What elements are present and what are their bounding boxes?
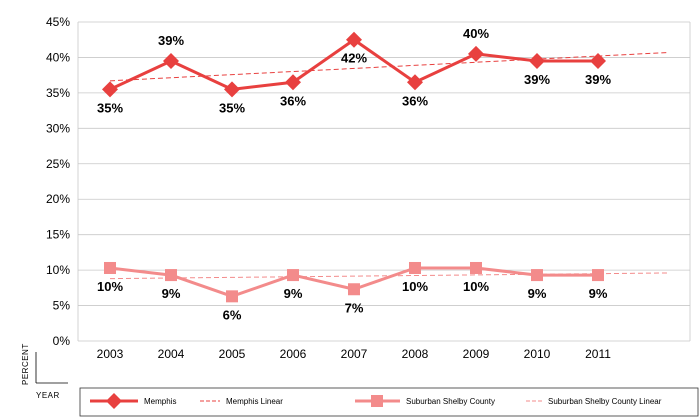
- legend-suburban-label: Suburban Shelby County: [406, 397, 495, 406]
- data-label-suburban: 10%: [463, 279, 489, 294]
- y-tick-label: 0%: [53, 334, 71, 348]
- data-label-memphis: 42%: [341, 51, 367, 66]
- legend-memphis-diamond-icon: [106, 393, 122, 409]
- data-label-memphis: 35%: [219, 100, 245, 115]
- x-tick-label: 2007: [341, 347, 368, 361]
- y-tick-label: 15%: [46, 228, 70, 242]
- x-tick-label: 2005: [219, 347, 246, 361]
- data-label-memphis: 39%: [585, 72, 611, 87]
- x-tick-label: 2006: [280, 347, 307, 361]
- y-axis-title: PERCENT: [21, 343, 30, 385]
- data-label-suburban: 10%: [97, 279, 123, 294]
- legend-memphis-linear-label: Memphis Linear: [226, 397, 283, 406]
- data-label-memphis: 39%: [158, 33, 184, 48]
- marker-suburban: [531, 269, 543, 282]
- y-tick-label: 25%: [46, 157, 70, 171]
- marker-suburban: [409, 261, 421, 274]
- marker-memphis: [224, 81, 240, 98]
- x-axis-title: YEAR: [36, 391, 60, 400]
- legend-suburban-square-icon: [371, 395, 383, 407]
- data-label-suburban: 10%: [402, 279, 428, 294]
- marker-memphis: [407, 74, 423, 91]
- trendline-memphis: [109, 51, 669, 82]
- data-labels: 35% 39% 35% 36% 42% 36% 40% 39% 39% 10% 9% 6% 9% 7% 10…: [97, 26, 611, 322]
- marker-memphis: [529, 52, 545, 69]
- legend-memphis-label: Memphis: [144, 397, 176, 406]
- data-label-suburban: 9%: [528, 286, 547, 301]
- legend-item-suburban: Suburban Shelby County: [355, 395, 495, 407]
- y-tick-label: 35%: [46, 86, 70, 100]
- marker-suburban: [165, 269, 177, 282]
- marker-suburban: [287, 269, 299, 282]
- data-label-suburban: 9%: [162, 286, 181, 301]
- data-label-suburban: 9%: [589, 286, 608, 301]
- data-label-suburban: 9%: [284, 286, 303, 301]
- y-tick-label: 5%: [53, 299, 71, 313]
- data-label-suburban: 6%: [223, 307, 242, 322]
- marker-memphis: [468, 45, 484, 62]
- legend-suburban-linear-label: Suburban Shelby County Linear: [548, 397, 662, 406]
- x-tick-label: 2011: [585, 347, 611, 361]
- marker-suburban: [104, 261, 116, 274]
- y-axis-ticks: 0% 5% 10% 15% 20% 25% 30% 35% 40% 45%: [46, 15, 70, 348]
- legend-item-suburban-linear: Suburban Shelby County Linear: [526, 397, 662, 406]
- y-tick-label: 45%: [46, 15, 70, 29]
- data-label-memphis: 35%: [97, 100, 123, 115]
- x-tick-label: 2010: [524, 347, 551, 361]
- legend-item-memphis-linear: Memphis Linear: [200, 397, 283, 406]
- legend: Memphis Memphis Linear Suburban Shelby C…: [79, 387, 699, 417]
- legend-frame: [79, 387, 699, 417]
- x-tick-label: 2009: [463, 347, 490, 361]
- marker-memphis: [163, 52, 179, 69]
- data-label-memphis: 40%: [463, 26, 489, 41]
- y-tick-label: 20%: [46, 192, 70, 206]
- data-label-memphis: 36%: [280, 93, 306, 108]
- x-axis-ticks: 2003 2004 2005 2006 2007 2008 2009 2010 2011: [97, 347, 612, 361]
- gridlines: [77, 21, 691, 342]
- marker-suburban: [592, 269, 604, 282]
- marker-suburban: [470, 261, 482, 274]
- y-tick-label: 30%: [46, 121, 70, 135]
- marker-memphis: [102, 81, 118, 98]
- legend-item-memphis: Memphis: [90, 393, 176, 409]
- x-tick-label: 2004: [158, 347, 185, 361]
- data-label-memphis: 39%: [524, 72, 550, 87]
- x-tick-label: 2003: [97, 347, 124, 361]
- data-label-suburban: 7%: [345, 300, 364, 315]
- y-tick-label: 10%: [46, 263, 70, 277]
- series-group: [102, 31, 606, 303]
- marker-suburban: [226, 290, 238, 303]
- data-label-memphis: 36%: [402, 93, 428, 108]
- marker-memphis: [590, 52, 606, 69]
- y-tick-label: 40%: [46, 50, 70, 64]
- marker-memphis: [285, 74, 301, 91]
- marker-suburban: [348, 283, 360, 296]
- marker-memphis: [346, 31, 362, 48]
- x-tick-label: 2008: [402, 347, 429, 361]
- axis-titles: PERCENT YEAR: [21, 343, 68, 400]
